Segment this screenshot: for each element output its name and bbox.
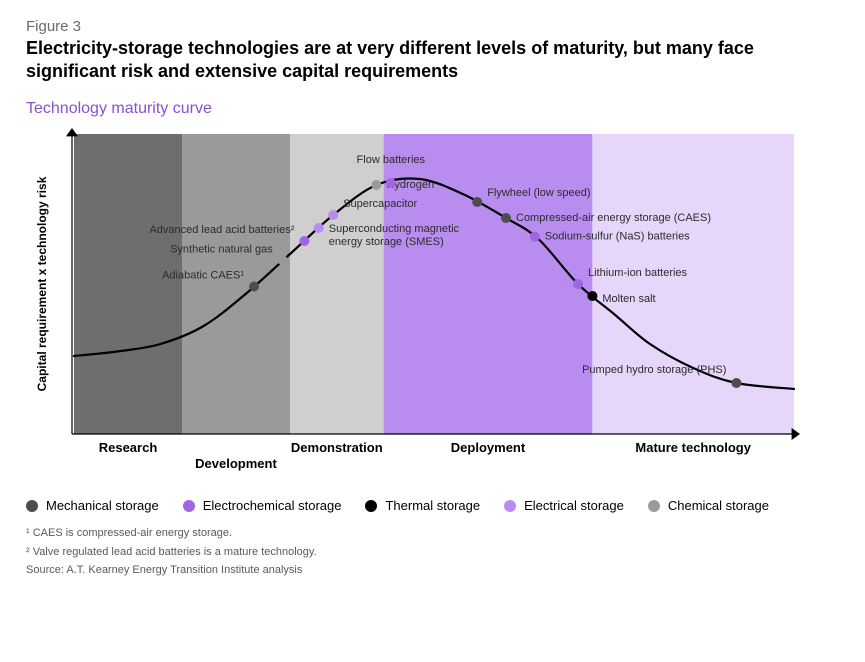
footnote-line: ² Valve regulated lead acid batteries is… <box>26 544 839 561</box>
figure-container: Figure 3 Electricity-storage technologie… <box>0 0 865 591</box>
stage-band <box>182 134 290 434</box>
technology-marker <box>386 178 396 188</box>
technology-marker <box>530 232 540 242</box>
technology-marker <box>314 223 324 233</box>
legend-item: Mechanical storage <box>26 498 159 513</box>
legend-dot <box>183 500 195 512</box>
legend-dot <box>504 500 516 512</box>
technology-marker <box>371 180 381 190</box>
technology-label: Compressed-air energy storage (CAES) <box>516 212 711 224</box>
stage-band <box>290 134 384 434</box>
stage-label: Mature technology <box>635 440 751 455</box>
technology-marker <box>573 279 583 289</box>
legend-label: Mechanical storage <box>46 498 159 513</box>
technology-label: Flow batteries <box>357 154 426 166</box>
technology-label: Sodium-sulfur (NaS) batteries <box>545 231 690 243</box>
technology-label: Synthetic natural gas <box>170 244 273 256</box>
footnote-line: ¹ CAES is compressed-air energy storage. <box>26 525 839 542</box>
technology-marker <box>299 236 309 246</box>
legend-label: Thermal storage <box>385 498 480 513</box>
technology-marker <box>278 256 288 266</box>
technology-label: Molten salt <box>602 293 655 305</box>
stage-label: Demonstration <box>291 440 383 455</box>
technology-label: Advanced lead acid batteries² <box>149 224 294 236</box>
technology-marker <box>501 213 511 223</box>
legend-dot <box>26 500 38 512</box>
legend-label: Electrical storage <box>524 498 624 513</box>
technology-marker <box>472 197 482 207</box>
technology-label: Adiabatic CAES¹ <box>162 270 244 282</box>
stage-label: Deployment <box>451 440 526 455</box>
figure-label: Figure 3 <box>26 18 839 35</box>
stage-label: Research <box>99 440 158 455</box>
figure-title: Electricity-storage technologies are at … <box>26 37 806 82</box>
technology-label: Pumped hydro storage (PHS) <box>582 364 726 376</box>
legend: Mechanical storage Electrochemical storag… <box>26 498 839 513</box>
maturity-curve-chart: Capital requirement x technology risk Adi… <box>26 124 816 484</box>
legend-dot <box>648 500 660 512</box>
legend-item: Electrochemical storage <box>183 498 342 513</box>
figure-subtitle: Technology maturity curve <box>26 100 839 118</box>
legend-item: Chemical storage <box>648 498 769 513</box>
legend-item: Thermal storage <box>365 498 480 513</box>
technology-label: Superconducting magneticenergy storage (… <box>329 223 460 248</box>
technology-label: Lithium-ion batteries <box>588 267 688 279</box>
technology-label: Supercapacitor <box>343 198 417 210</box>
y-axis-label: Capital requirement x technology risk <box>35 176 49 391</box>
stage-band <box>592 134 794 434</box>
technology-marker <box>328 210 338 220</box>
legend-dot <box>365 500 377 512</box>
chart-area: Capital requirement x technology risk Adi… <box>26 124 839 484</box>
legend-item: Electrical storage <box>504 498 624 513</box>
stage-band <box>74 134 182 434</box>
technology-label: Flywheel (low speed) <box>487 187 590 199</box>
technology-marker <box>587 291 597 301</box>
footnote-line: Source: A.T. Kearney Energy Transition I… <box>26 562 839 579</box>
technology-marker <box>731 378 741 388</box>
technology-marker <box>249 282 259 292</box>
legend-label: Chemical storage <box>668 498 769 513</box>
axis-arrow-up <box>66 128 78 136</box>
footnotes: ¹ CAES is compressed-air energy storage.… <box>26 525 839 579</box>
stage-label: Development <box>195 456 277 471</box>
legend-label: Electrochemical storage <box>203 498 342 513</box>
axis-arrow-right <box>792 428 800 440</box>
